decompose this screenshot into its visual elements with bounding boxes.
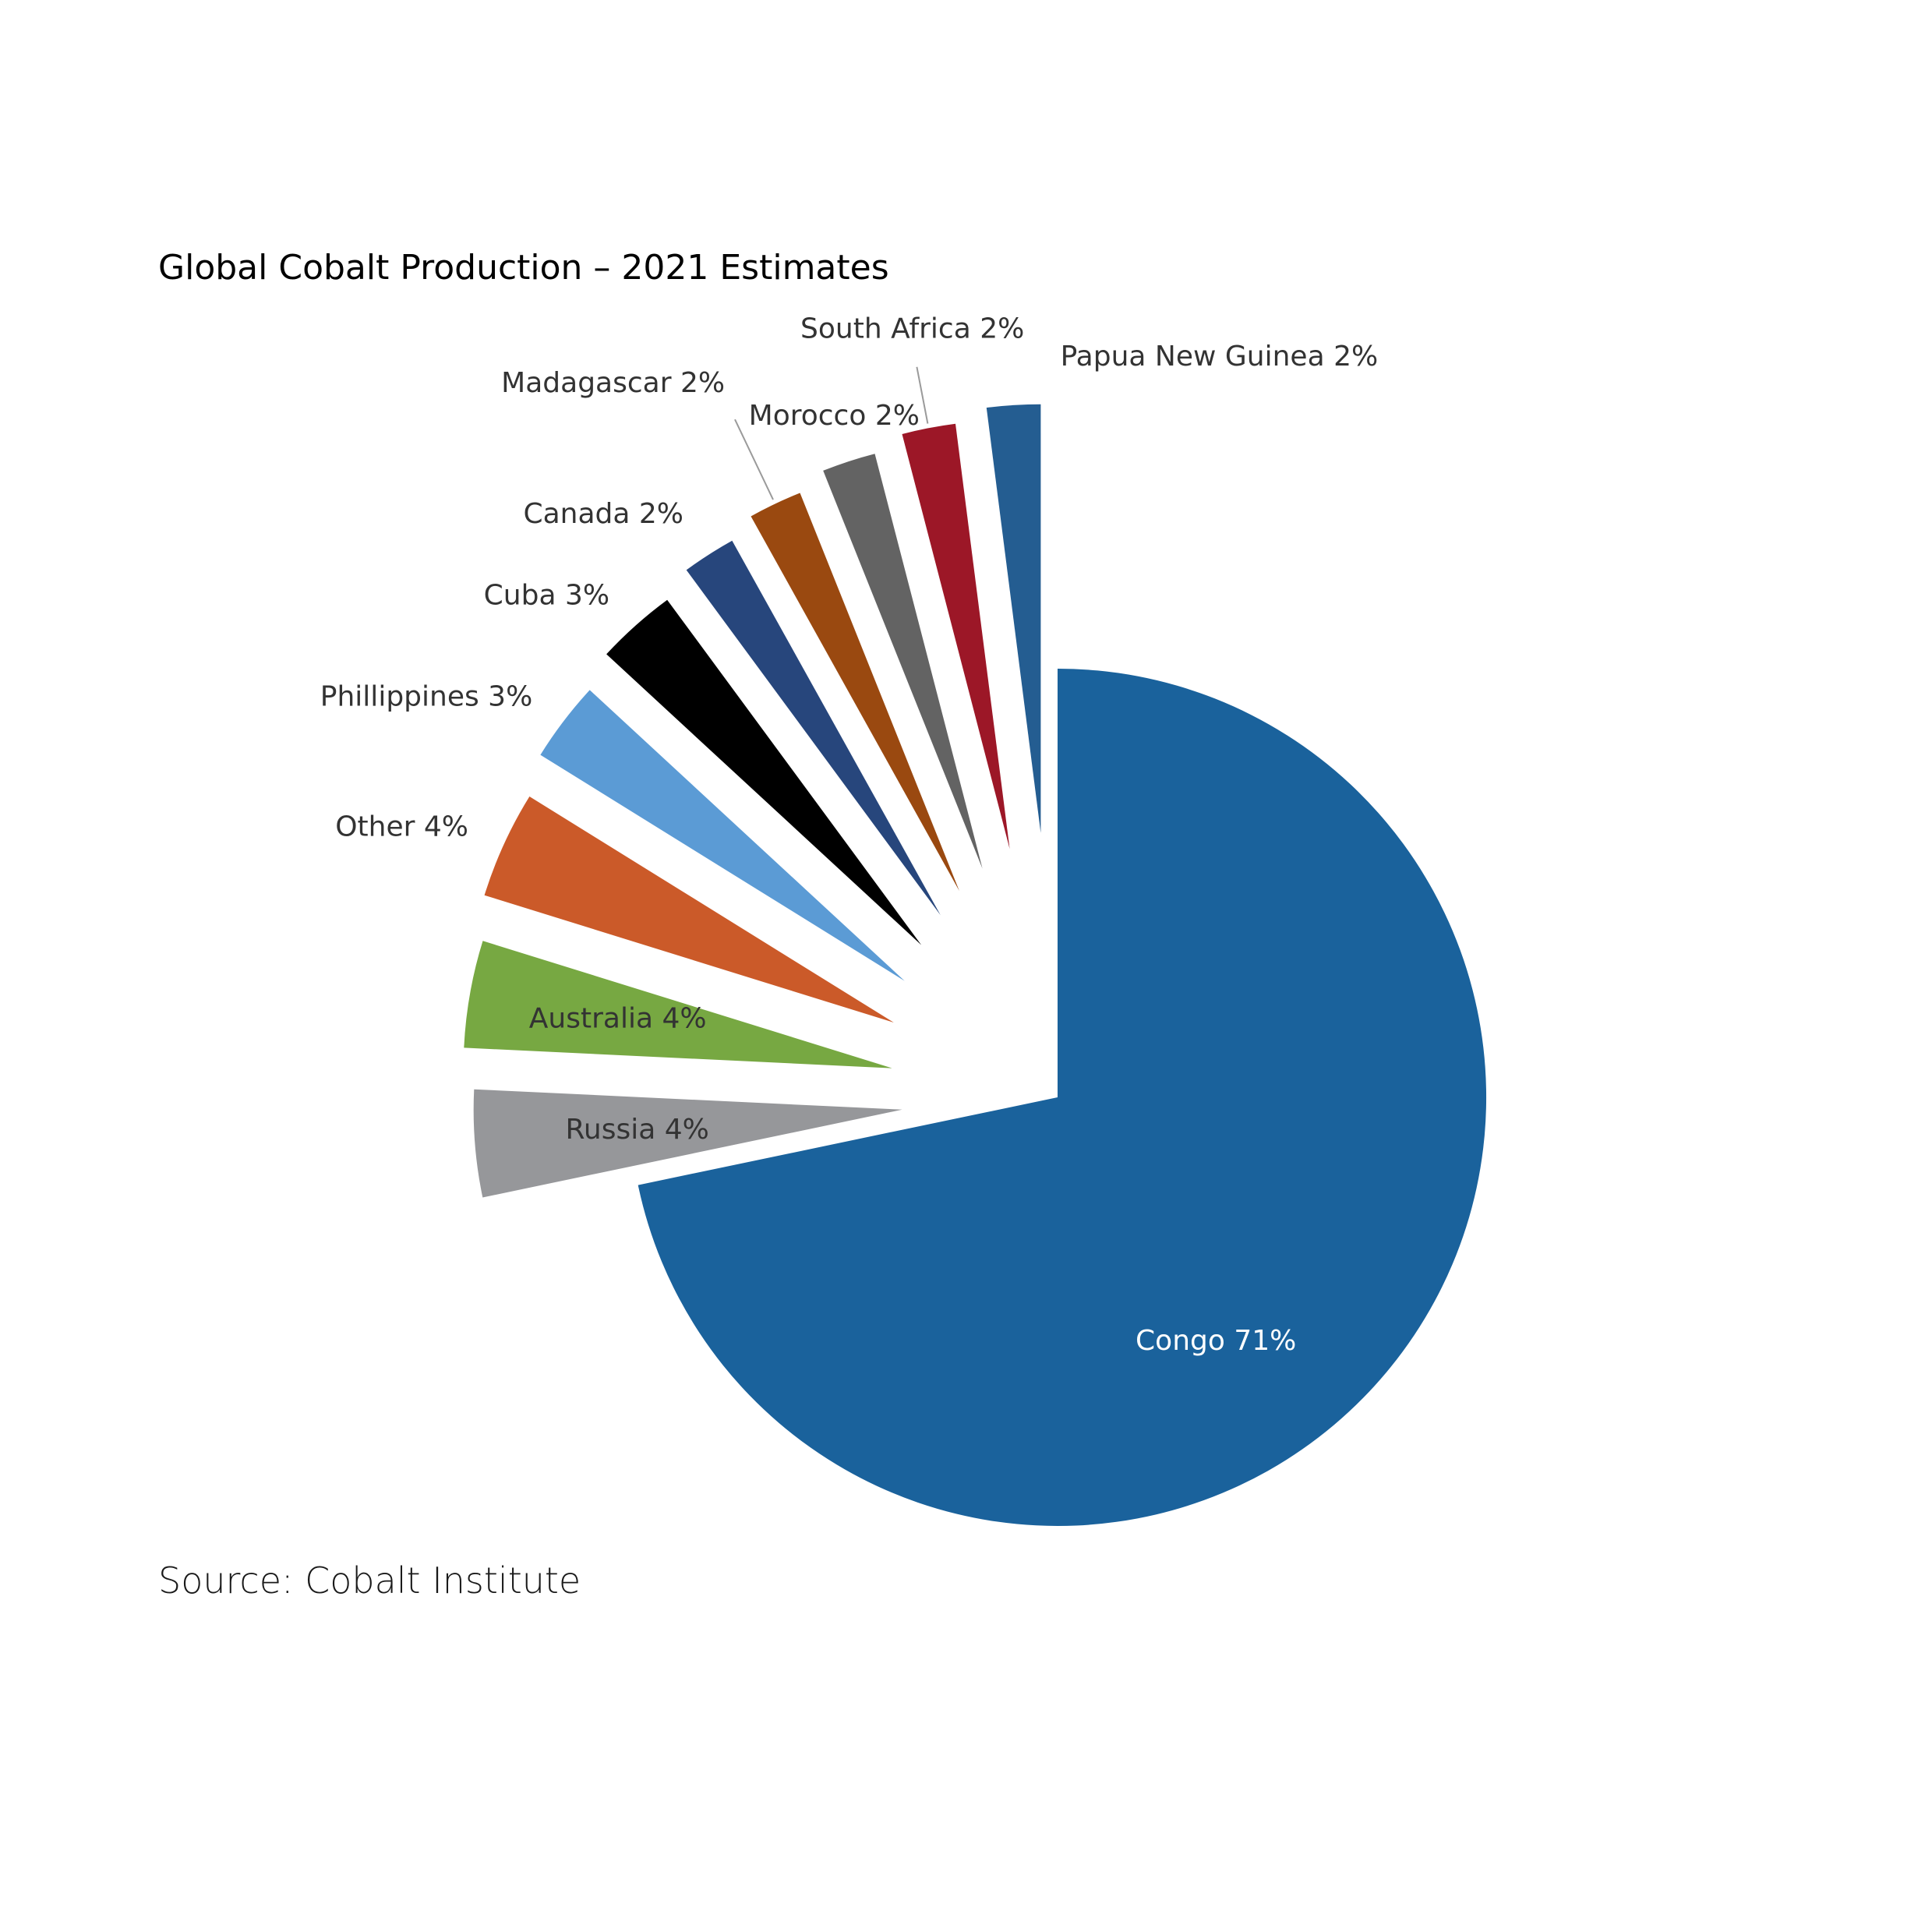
- chart-title: Global Cobalt Production – 2021 Estimate…: [158, 248, 889, 288]
- pie-label-canada: Canada 2%: [523, 498, 683, 530]
- pie-label-russia: Russia 4%: [566, 1114, 709, 1146]
- pie-label-madagascar: Madagascar 2%: [501, 367, 725, 399]
- pie-slice-madagascar: [751, 493, 959, 892]
- pie-label-morocco: Morocco 2%: [749, 400, 920, 432]
- pie-label-australia: Australia 4%: [529, 1003, 707, 1035]
- pie-label-papua-new-guinea: Papua New Guinea 2%: [1061, 341, 1379, 373]
- pie-slice-south-africa: [902, 423, 1010, 849]
- pie-slice-papua-new-guinea: [986, 404, 1041, 833]
- pie-label-phillippines: Phillippines 3%: [320, 680, 533, 712]
- pie-label-cuba: Cuba 3%: [484, 579, 609, 611]
- pie-slice-russia: [473, 1089, 902, 1198]
- pie-slice-cuba: [606, 599, 922, 945]
- pie-slice-phillippines: [540, 690, 905, 981]
- pie-slice-congo: [638, 669, 1487, 1527]
- pie-slice-australia: [464, 941, 892, 1068]
- leader-line-madagascar: [734, 419, 774, 500]
- pie-slice-canada: [686, 540, 941, 916]
- pie-label-congo: Congo 71%: [1136, 1325, 1296, 1357]
- pie-label-other: Other 4%: [335, 811, 468, 843]
- pie-label-south-africa: South Africa 2%: [800, 313, 1024, 344]
- pie-slice-morocco: [823, 454, 983, 869]
- pie-slice-other: [484, 796, 894, 1023]
- leader-line-south-africa: [916, 366, 929, 424]
- chart-source: Source: Cobalt Institute: [158, 1559, 581, 1602]
